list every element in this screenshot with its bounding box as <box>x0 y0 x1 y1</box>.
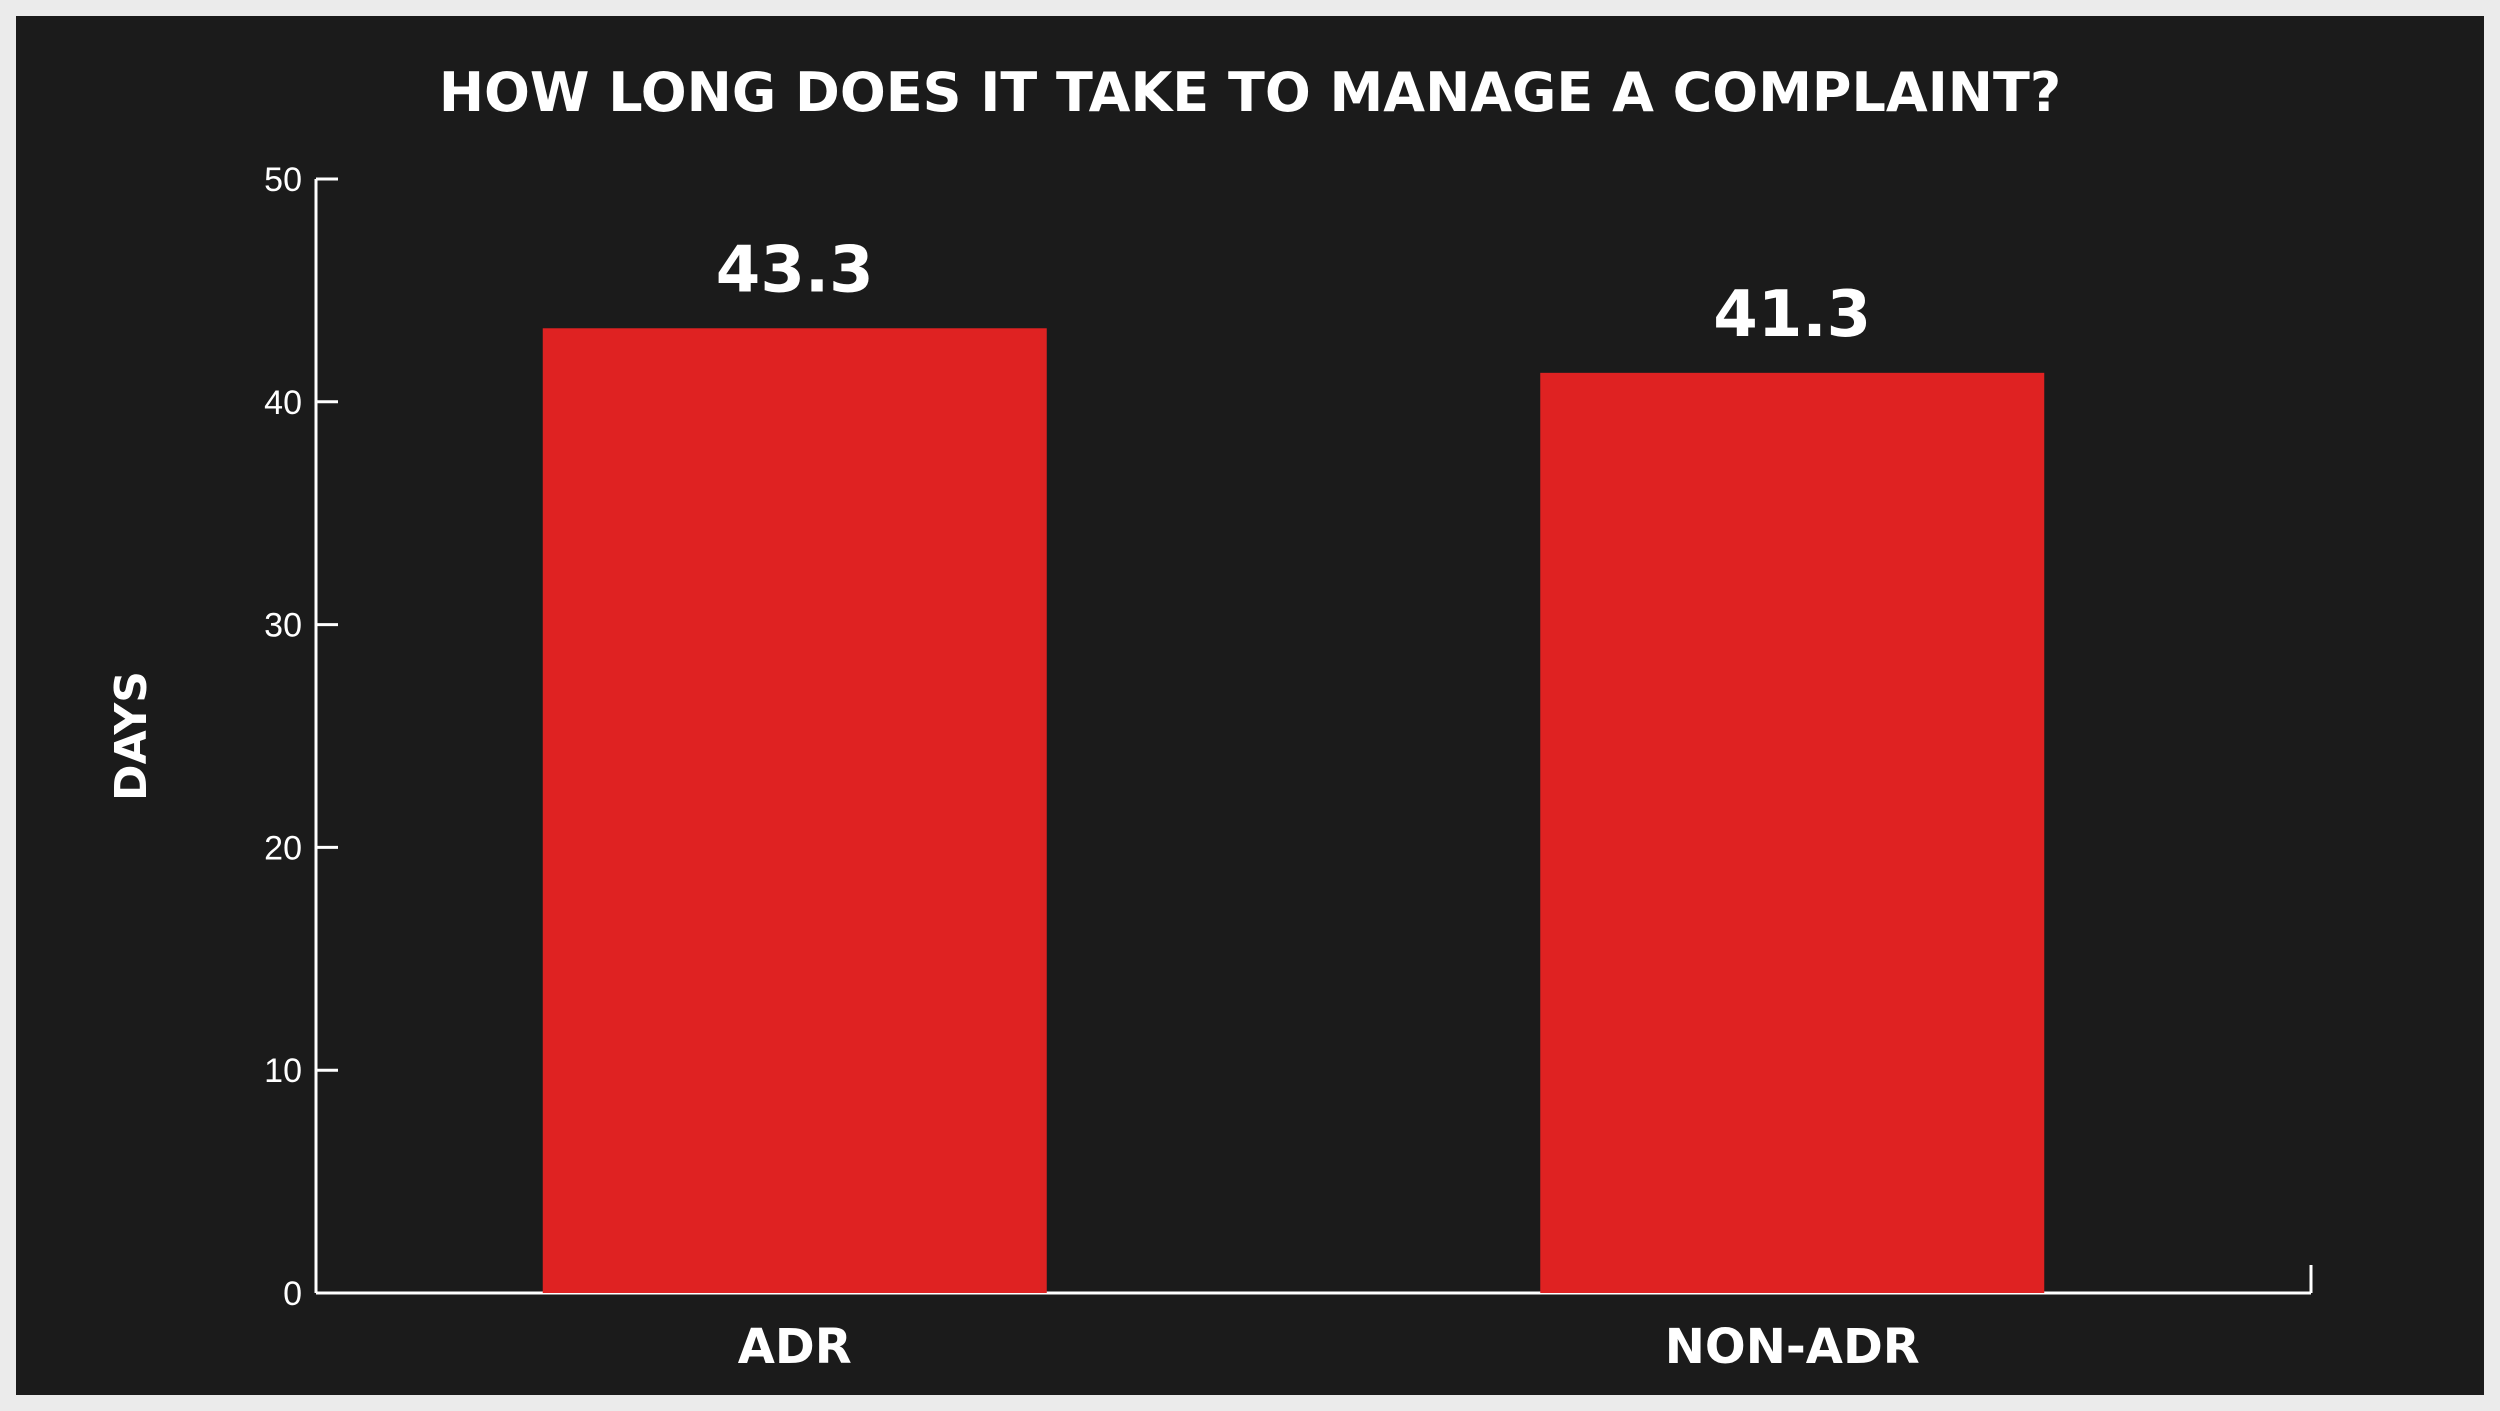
y-tick-label: 50 <box>264 161 302 199</box>
data-label: 41.3 <box>1713 278 1871 352</box>
bar-non-adr <box>1540 372 2045 1293</box>
y-tick-label: 20 <box>264 829 302 867</box>
y-axis-label: DAYS <box>106 671 157 801</box>
bars <box>542 328 2045 1293</box>
x-tick-label: ADR <box>738 1319 852 1375</box>
data-label: 43.3 <box>716 233 874 307</box>
bar-chart: HOW LONG DOES IT TAKE TO MANAGE A COMPLA… <box>106 61 2313 1375</box>
labels: 43.3 ADR 41.3 NON-ADR <box>716 233 1920 1375</box>
bar-adr <box>542 328 1047 1293</box>
chart-title: HOW LONG DOES IT TAKE TO MANAGE A COMPLA… <box>439 61 2061 124</box>
y-tick-label: 40 <box>264 384 302 422</box>
y-tick-label: 30 <box>264 607 302 645</box>
chart-frame: HOW LONG DOES IT TAKE TO MANAGE A COMPLA… <box>16 16 2484 1395</box>
y-tick-label: 0 <box>283 1275 302 1313</box>
x-tick-label: NON-ADR <box>1665 1319 1920 1375</box>
y-tick-label: 10 <box>264 1052 302 1090</box>
